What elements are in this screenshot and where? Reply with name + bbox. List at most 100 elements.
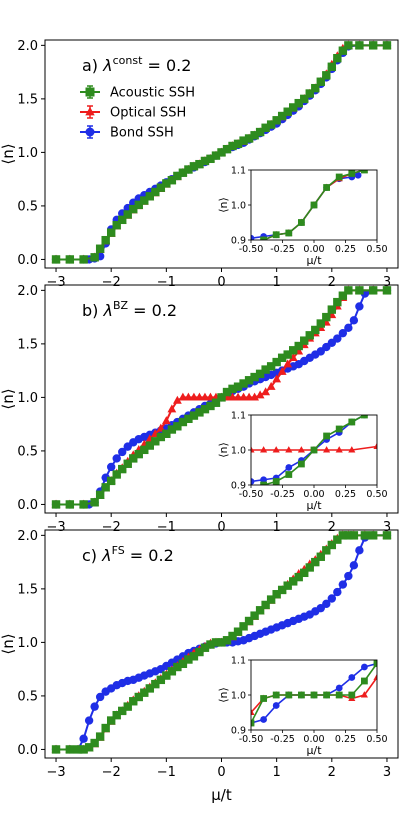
inset-x-tick-label: 0.00	[303, 244, 324, 255]
inset-y-tick-label: 0.9	[231, 726, 246, 737]
y-tick-label: 0.0	[17, 743, 38, 758]
data-point-acoustic	[129, 454, 138, 463]
plot-area	[51, 530, 392, 754]
x-tick-label: −2	[102, 520, 121, 535]
data-point-acoustic	[51, 745, 61, 754]
data-point-acoustic	[167, 425, 177, 434]
inset-point-optical	[348, 446, 356, 453]
inset-x-tick-label: -0.25	[270, 244, 295, 255]
data-point-acoustic	[272, 357, 281, 367]
data-point-acoustic	[338, 531, 348, 540]
data-point-acoustic	[51, 500, 61, 509]
data-point-acoustic	[145, 192, 154, 201]
data-point-acoustic	[140, 196, 149, 205]
inset-y-tick-label: 1.1	[231, 411, 246, 422]
data-point-acoustic	[239, 622, 248, 631]
data-point-acoustic	[195, 408, 204, 417]
panel-b: −3 −2 −1 0 1 2 3 0.0 0.5 1.0 1.5 2.0 ⟨n⟩ b) λBZ = 0.2…	[0, 284, 399, 535]
inset-point-acoustic	[323, 184, 330, 191]
y-tick-label: 1.0	[17, 391, 38, 406]
inset-point-acoustic	[298, 691, 305, 699]
data-point-acoustic	[162, 429, 171, 438]
inset: -0.50 -0.25 0.00 0.25 0.50 0.9 1.0 1.1 μ/t ⟨n⟩	[217, 656, 388, 758]
panel-label: b) λBZ = 0.2	[82, 299, 177, 320]
data-point-acoustic	[118, 706, 127, 716]
inset-point-acoustic	[348, 170, 356, 177]
panel-label-value: = 0.2	[128, 301, 177, 320]
data-point-acoustic	[250, 372, 259, 382]
inset-point-acoustic	[348, 691, 356, 699]
data-point-acoustic	[289, 103, 298, 112]
data-point-acoustic	[239, 136, 248, 145]
data-point-acoustic	[261, 365, 270, 374]
data-point-bond	[322, 599, 331, 609]
data-point-acoustic	[51, 255, 61, 264]
data-point-bond	[355, 546, 364, 555]
data-point-acoustic	[211, 151, 221, 160]
data-point-acoustic	[101, 723, 110, 733]
series-acoustic	[51, 531, 392, 754]
panel-label-value: = 0.2	[142, 56, 191, 75]
data-point-acoustic	[233, 627, 243, 636]
data-point-acoustic	[95, 244, 105, 253]
y-tick-label: 0.0	[17, 253, 38, 268]
data-point-acoustic	[360, 531, 370, 540]
y-tick-label: 0.5	[17, 444, 38, 459]
data-point-bond	[327, 594, 337, 603]
inset-point-optical	[323, 446, 331, 453]
data-point-acoustic	[90, 738, 99, 748]
data-point-bond	[344, 323, 353, 333]
inset-point-bond	[354, 171, 362, 179]
data-point-optical	[250, 392, 260, 401]
inset-point-bond	[335, 684, 343, 692]
inset-y-tick-label: 0.9	[231, 236, 246, 247]
data-point-acoustic	[277, 111, 287, 121]
data-point-acoustic	[283, 350, 292, 359]
data-point-bond	[344, 571, 353, 581]
x-tick-label: 0	[217, 275, 225, 290]
inset-point-bond	[272, 702, 280, 709]
panel-a: −3 −2 −1 0 1 2 3 0.0 0.5 1.0 1.5 2.0 ⟨n⟩ a) λconst = …	[0, 39, 399, 290]
inset-point-bond	[348, 674, 356, 681]
data-point-acoustic	[65, 500, 75, 509]
data-point-optical	[288, 352, 298, 361]
data-point-bond	[349, 561, 359, 570]
inset-line-optical	[251, 445, 377, 451]
x-tick-label: 0	[217, 520, 225, 535]
inset-point-bond	[260, 716, 267, 723]
data-point-acoustic	[79, 255, 88, 264]
y-tick-label: 0.5	[17, 689, 38, 704]
inset-point-bond	[251, 234, 255, 240]
inset-point-acoustic	[310, 446, 318, 454]
inset-x-tick-label: -0.50	[239, 244, 264, 255]
data-point-acoustic	[95, 490, 105, 500]
data-point-acoustic	[156, 432, 166, 442]
data-point-optical	[233, 392, 243, 401]
x-tick-label: −2	[102, 275, 121, 290]
inset: -0.50 -0.25 0.00 0.25 0.50 0.9 1.0 1.1 μ/t ⟨n⟩	[217, 166, 388, 268]
data-point-acoustic	[233, 382, 243, 391]
data-point-acoustic	[65, 255, 75, 264]
data-point-acoustic	[118, 464, 127, 474]
inset-point-acoustic	[251, 719, 255, 727]
inset-y-tick-label: 1.1	[231, 166, 246, 177]
data-point-acoustic	[173, 422, 182, 431]
data-point-acoustic	[140, 445, 149, 455]
data-point-acoustic	[233, 139, 243, 149]
data-point-acoustic	[145, 441, 154, 450]
data-point-optical	[172, 395, 182, 404]
legend-entry-acoustic: Acoustic SSH	[80, 85, 195, 101]
x-tick-label: −3	[46, 275, 65, 290]
panel-label-prefix: b)	[82, 301, 103, 320]
y-tick-label: 1.5	[17, 582, 38, 597]
data-point-acoustic	[211, 638, 221, 647]
data-point-acoustic	[300, 94, 309, 104]
inset-point-acoustic	[335, 173, 343, 181]
panel-label-value: = 0.2	[125, 546, 174, 565]
inset-x-tick-label: 0.25	[335, 489, 356, 500]
data-point-acoustic	[382, 41, 392, 50]
data-point-acoustic	[283, 581, 292, 590]
inset-point-acoustic	[323, 432, 330, 440]
data-point-acoustic	[129, 697, 138, 706]
data-point-acoustic	[250, 131, 259, 140]
